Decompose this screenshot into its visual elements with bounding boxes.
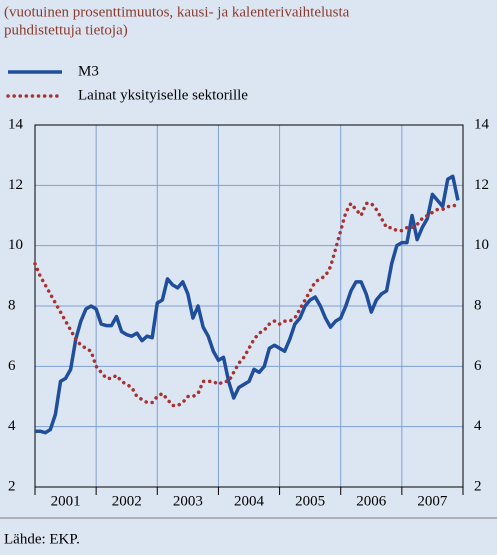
y2-tick-label: 4 (474, 418, 482, 434)
subtitle-line: puhdistettuja tietoja) (4, 22, 128, 38)
x-tick-label: 2005 (295, 493, 325, 509)
x-tick-label: 2002 (112, 493, 142, 509)
y-tick-label: 12 (8, 177, 23, 193)
y-tick-label: 4 (8, 418, 16, 434)
x-tick-label: 2003 (173, 493, 203, 509)
legend-label: M3 (78, 63, 99, 79)
y-tick-label: 10 (8, 237, 23, 253)
y-tick-label: 6 (8, 358, 16, 374)
x-tick-label: 2004 (234, 493, 265, 509)
y-tick-label: 14 (8, 116, 24, 132)
y2-tick-label: 14 (474, 116, 490, 132)
series-line (35, 174, 460, 435)
y2-tick-label: 12 (474, 177, 489, 193)
x-tick-label: 2006 (356, 493, 387, 509)
x-tick-label: 2001 (51, 493, 81, 509)
plot-frame (34, 124, 464, 488)
series-line (33, 200, 460, 408)
y2-tick-label: 8 (474, 297, 482, 313)
x-tick-label: 2007 (417, 493, 448, 509)
y-tick-label: 8 (8, 297, 16, 313)
y2-tick-label: 10 (474, 237, 489, 253)
y2-tick-label: 2 (474, 478, 482, 494)
y-tick-label: 2 (8, 478, 16, 494)
subtitle-line: (vuotuinen prosenttimuutos, kausi- ja ka… (4, 4, 350, 20)
legend-label: Lainat yksityiselle sektorille (78, 87, 248, 103)
source: Lähde: EKP. (4, 531, 80, 547)
y2-tick-label: 6 (474, 358, 482, 374)
